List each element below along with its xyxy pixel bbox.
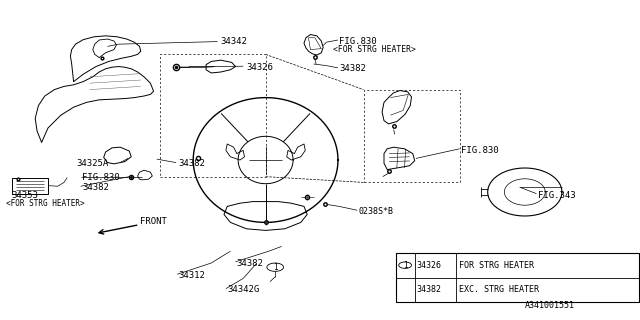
- Text: 34312: 34312: [178, 271, 205, 280]
- Text: FRONT: FRONT: [140, 217, 166, 226]
- Text: 1: 1: [273, 263, 278, 272]
- Text: <FOR STRG HEATER>: <FOR STRG HEATER>: [6, 199, 85, 208]
- Text: FOR STRG HEATER: FOR STRG HEATER: [459, 261, 534, 270]
- Text: 34382: 34382: [237, 259, 264, 268]
- Text: 34382: 34382: [339, 64, 366, 73]
- Text: 1: 1: [403, 261, 408, 270]
- Bar: [396, 253, 639, 302]
- Text: EXC. STRG HEATER: EXC. STRG HEATER: [459, 285, 539, 294]
- Text: 34353: 34353: [12, 191, 38, 200]
- Text: FIG.830: FIG.830: [82, 173, 120, 182]
- Text: FIG.343: FIG.343: [538, 191, 575, 200]
- Text: 34382: 34382: [417, 285, 442, 294]
- Text: FIG.830: FIG.830: [339, 37, 377, 46]
- Text: 34342: 34342: [221, 37, 248, 46]
- Text: 34342G: 34342G: [227, 285, 259, 294]
- Text: 34382: 34382: [82, 183, 109, 192]
- Text: 34382: 34382: [178, 159, 205, 168]
- Text: 34326: 34326: [246, 63, 273, 72]
- Text: 0238S*B: 0238S*B: [358, 207, 394, 216]
- Text: 34325A: 34325A: [77, 159, 109, 168]
- Text: <FOR STRG HEATER>: <FOR STRG HEATER>: [333, 45, 415, 54]
- Text: FIG.830: FIG.830: [461, 146, 499, 155]
- Text: 34326: 34326: [417, 261, 442, 270]
- Text: A341001551: A341001551: [525, 301, 575, 310]
